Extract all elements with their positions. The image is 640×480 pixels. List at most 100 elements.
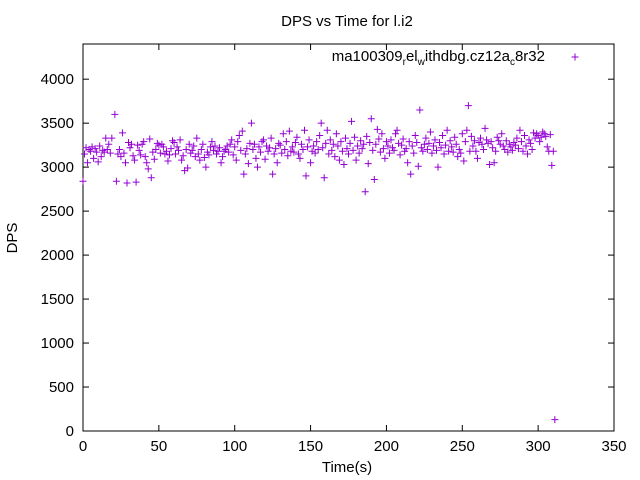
data-point (411, 131, 419, 139)
data-point (272, 145, 280, 153)
data-point (502, 137, 510, 145)
data-point (240, 170, 248, 178)
data-point (250, 140, 258, 148)
data-point (209, 146, 217, 154)
data-point (237, 146, 245, 154)
data-point (120, 149, 128, 157)
x-tick-label: 50 (151, 438, 168, 455)
data-point (152, 146, 160, 154)
data-point (188, 146, 196, 154)
data-point (144, 165, 152, 173)
data-point (422, 134, 430, 142)
data-point (436, 139, 444, 147)
data-point (489, 144, 497, 152)
legend-label: ma100309relwithdbg.cz12ac8r32 (332, 48, 545, 68)
data-point (264, 147, 272, 155)
data-point (426, 128, 434, 136)
data-point (105, 140, 113, 148)
data-point (466, 147, 474, 155)
data-point (361, 188, 369, 196)
y-tick-label: 500 (49, 379, 74, 396)
data-point (393, 126, 401, 134)
data-point (443, 126, 451, 134)
data-point (508, 146, 516, 154)
data-point (407, 170, 415, 178)
data-point (284, 152, 292, 160)
data-point (140, 138, 148, 146)
data-point (496, 140, 504, 148)
data-point (231, 143, 239, 151)
data-point (520, 131, 528, 139)
data-point (102, 134, 110, 142)
data-point (117, 153, 125, 161)
data-point (216, 144, 224, 152)
data-point (326, 136, 334, 144)
data-point (293, 133, 301, 141)
data-point (150, 155, 158, 163)
data-point (320, 174, 328, 182)
data-point (504, 148, 512, 156)
data-point (94, 158, 102, 166)
y-axis-label: DPS (4, 223, 21, 254)
data-point (364, 160, 372, 168)
data-point (455, 146, 463, 154)
data-point (338, 147, 346, 155)
data-point (469, 142, 477, 150)
data-point (448, 143, 456, 151)
data-point (184, 164, 192, 172)
data-point (329, 140, 337, 148)
data-point (414, 162, 422, 170)
data-point (299, 146, 307, 154)
data-point (252, 154, 260, 162)
data-point (527, 139, 535, 147)
data-point (328, 146, 336, 154)
x-tick-label: 350 (601, 438, 626, 455)
data-point (319, 144, 327, 152)
data-point (464, 102, 472, 110)
data-point (97, 153, 105, 161)
data-point (281, 146, 289, 154)
data-point (164, 157, 172, 165)
y-tick-label: 0 (66, 423, 74, 440)
data-point (290, 148, 298, 156)
data-point (260, 136, 268, 144)
data-point (331, 153, 339, 161)
data-point (269, 170, 277, 178)
data-point (253, 163, 261, 171)
data-point (185, 140, 193, 148)
data-point (354, 142, 362, 150)
data-point (132, 178, 140, 186)
data-point (428, 149, 436, 157)
data-point (165, 151, 173, 159)
data-point (112, 177, 120, 185)
data-point (346, 139, 354, 147)
data-point (267, 134, 275, 142)
data-point (82, 144, 90, 152)
legend-marker-symbol (571, 53, 579, 61)
data-point (425, 139, 433, 147)
data-point (539, 128, 547, 136)
data-point (460, 157, 468, 165)
data-point (376, 148, 384, 156)
data-point (493, 133, 501, 141)
data-point (475, 139, 483, 147)
data-point (294, 150, 302, 158)
data-point (200, 153, 208, 161)
data-point (549, 147, 557, 155)
data-point (134, 141, 142, 149)
data-point (399, 135, 407, 143)
x-tick-label: 150 (298, 438, 323, 455)
data-point (193, 134, 201, 142)
data-point (378, 130, 386, 138)
data-point (229, 151, 237, 159)
data-point (217, 159, 225, 167)
data-point (498, 130, 506, 138)
data-point (194, 150, 202, 158)
plot-frame (82, 43, 615, 432)
data-point (524, 150, 532, 158)
data-point (123, 179, 131, 187)
data-point (396, 151, 404, 159)
data-point (511, 141, 519, 149)
data-point (232, 156, 240, 164)
